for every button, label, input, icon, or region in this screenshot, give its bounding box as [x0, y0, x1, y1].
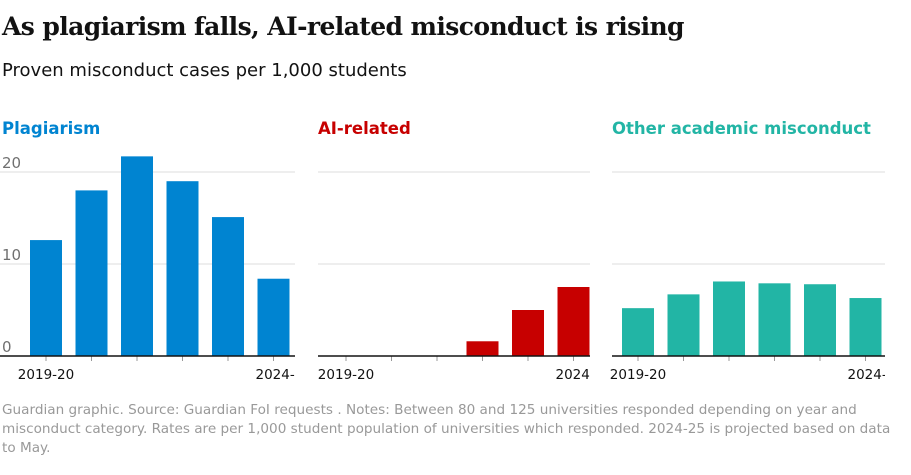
bar-2024-25	[557, 287, 590, 356]
bar-2024-25	[849, 298, 882, 356]
x-tick-label: 2024-25	[556, 367, 612, 383]
y-tick-label: 0	[2, 338, 12, 356]
chart-subtitle: Proven misconduct cases per 1,000 studen…	[2, 60, 407, 81]
panel-title-ai: AI-related	[318, 119, 411, 138]
bar-2020-21	[667, 294, 700, 356]
bar-2021-22	[713, 281, 745, 356]
bar-2023-24	[212, 217, 244, 356]
panel-2: 2019-20 2024-25	[610, 171, 904, 383]
bar-2019-20	[30, 240, 62, 356]
bar-2019-20	[622, 308, 654, 356]
bar-2020-21	[75, 190, 108, 356]
x-tick-label: 2019-20	[318, 367, 374, 383]
x-tick-label: 2019-20	[610, 367, 666, 383]
bar-2022-23	[466, 341, 499, 356]
bar-2021-22	[121, 156, 153, 356]
bar-2022-23	[758, 283, 791, 356]
chart-title: As plagiarism falls, AI-related miscondu…	[2, 12, 685, 41]
panel-title-plagiarism: Plagiarism	[2, 119, 101, 138]
panel-0: 0 10 20 2019-20 2024-25	[0, 154, 312, 383]
source-notes: Guardian graphic. Source: Guardian FoI r…	[2, 402, 891, 456]
panel-1: 2019-20 2024-25	[318, 171, 612, 383]
bar-2023-24	[804, 284, 836, 356]
x-tick-label: 2024-25	[256, 367, 312, 383]
x-tick-label: 2019-20	[18, 367, 74, 383]
bar-2023-24	[512, 310, 544, 356]
y-tick-label: 20	[2, 154, 21, 172]
x-tick-label: 2024-25	[848, 367, 904, 383]
y-tick-label: 10	[2, 246, 21, 264]
bar-2022-23	[166, 181, 199, 356]
panel-title-other: Other academic misconduct	[612, 119, 871, 138]
bar-2024-25	[257, 278, 290, 356]
